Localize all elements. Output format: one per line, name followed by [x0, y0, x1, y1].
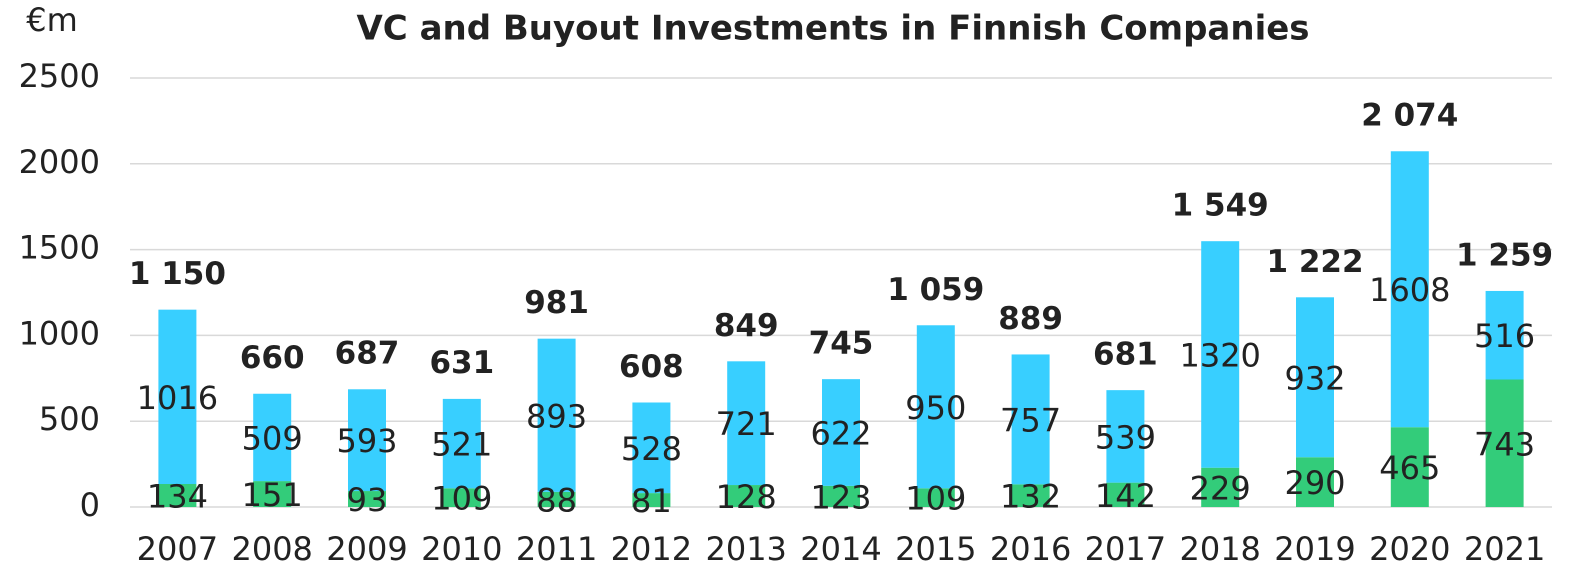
segment-label: 151: [242, 476, 303, 514]
x-tick-label: 2019: [1274, 530, 1355, 568]
x-tick-label: 2011: [516, 530, 597, 568]
bar-segment: [442, 398, 481, 489]
segment-label: 93: [347, 481, 388, 519]
bar-segment: [727, 485, 766, 507]
bar-segment: [348, 389, 386, 492]
x-tick-label: 2008: [231, 530, 312, 568]
bar-segment: [916, 488, 955, 507]
bar-segment: [1296, 297, 1334, 458]
total-label: 1 150: [129, 256, 226, 292]
segment-label: 81: [631, 482, 672, 520]
bar-segment: [1485, 290, 1524, 380]
total-label: 660: [240, 340, 305, 376]
segment-label: 128: [716, 478, 777, 516]
x-tick-label: 2020: [1369, 530, 1450, 568]
bar-segment: [822, 379, 860, 486]
chart-title: VC and Buyout Investments in Finnish Com…: [356, 9, 1309, 49]
segment-label: 132: [1000, 478, 1061, 516]
segment-label: 465: [1379, 449, 1440, 487]
total-label: 631: [429, 345, 494, 381]
bar-segment: [253, 481, 292, 507]
segment-label: 229: [1190, 469, 1251, 507]
segment-label: 893: [526, 397, 587, 435]
total-label: 608: [619, 349, 684, 385]
segment-label: 516: [1474, 317, 1535, 355]
segment-label: 950: [905, 389, 966, 427]
y-tick-label: 1000: [19, 314, 100, 352]
x-tick-label: 2016: [990, 530, 1071, 568]
bar-segment: [1011, 484, 1050, 507]
segment-label: 123: [810, 478, 871, 516]
x-tick-label: 2014: [800, 530, 881, 568]
total-label: 1 259: [1456, 237, 1553, 273]
x-tick-label: 2018: [1179, 530, 1260, 568]
segment-label: 142: [1095, 477, 1156, 515]
segment-label: 622: [810, 415, 871, 453]
total-label: 1 549: [1172, 188, 1269, 224]
segment-label: 521: [431, 426, 492, 464]
y-tick-label: 1500: [19, 229, 100, 267]
total-label: 745: [809, 326, 874, 362]
segment-label: 88: [536, 481, 577, 519]
segment-label: 743: [1474, 425, 1535, 463]
bar-segment: [1296, 457, 1334, 507]
x-tick-label: 2013: [705, 530, 786, 568]
bar-segment: [632, 493, 671, 507]
x-tick-label: 2010: [421, 530, 502, 568]
y-axis-label: €m: [26, 1, 78, 39]
y-tick-label: 0: [80, 486, 100, 524]
total-label: 889: [998, 301, 1063, 337]
segment-label: 509: [242, 419, 303, 457]
y-tick-label: 2000: [19, 143, 100, 181]
bar-segment: [1390, 427, 1429, 507]
bar-segment: [158, 484, 197, 507]
total-label: 981: [524, 285, 589, 321]
y-tick-label: 500: [39, 400, 100, 438]
y-tick-label: 2500: [19, 57, 100, 95]
bar-segment: [537, 338, 576, 492]
bar-segment: [1011, 354, 1050, 485]
segment-label: 1320: [1179, 336, 1260, 374]
bar-segment: [537, 491, 576, 507]
segment-label: 539: [1095, 418, 1156, 456]
x-tick-label: 2007: [137, 530, 218, 568]
total-label: 849: [714, 308, 779, 344]
bar-segment: [442, 488, 481, 507]
bar-segment: [158, 309, 197, 485]
x-tick-label: 2021: [1464, 530, 1545, 568]
segment-label: 134: [147, 478, 208, 516]
x-tick-label: 2017: [1085, 530, 1166, 568]
bar-segment: [1201, 241, 1240, 468]
total-label: 2 074: [1361, 98, 1458, 134]
bar-segment: [632, 402, 671, 494]
bar-segment: [1390, 151, 1429, 428]
bar-segment: [727, 361, 766, 486]
x-tick-label: 2015: [895, 530, 976, 568]
segment-label: 721: [716, 405, 777, 443]
total-label: 1 059: [887, 272, 984, 308]
segment-label: 757: [1000, 401, 1061, 439]
total-label: 1 222: [1266, 244, 1363, 280]
segment-label: 932: [1284, 359, 1345, 397]
x-tick-label: 2012: [611, 530, 692, 568]
total-label: 687: [335, 336, 400, 372]
bar-segment: [1485, 379, 1524, 507]
segment-label: 593: [336, 422, 397, 460]
bar-segment: [1201, 467, 1240, 507]
segment-label: 1608: [1369, 271, 1450, 309]
bar-segment: [253, 393, 292, 482]
bar-segment: [348, 491, 386, 507]
bar-segment: [822, 485, 860, 507]
x-tick-label: 2009: [326, 530, 407, 568]
segment-label: 528: [621, 430, 682, 468]
bar-segment: [916, 325, 955, 489]
segment-label: 290: [1284, 464, 1345, 502]
bar-segment: [1106, 390, 1145, 483]
segment-label: 1016: [137, 379, 218, 417]
segment-label: 109: [431, 480, 492, 518]
total-label: 681: [1093, 337, 1158, 373]
bar-segment: [1106, 482, 1145, 507]
segment-label: 109: [905, 480, 966, 518]
